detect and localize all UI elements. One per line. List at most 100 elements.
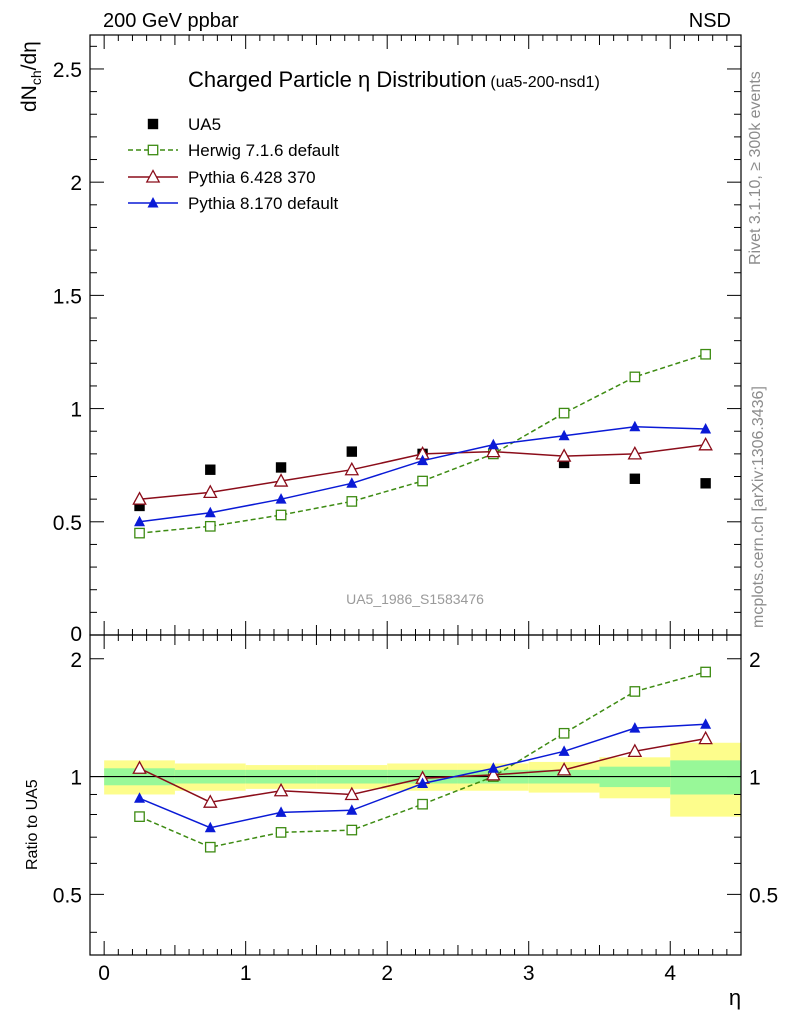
legend-label: Pythia 6.428 370 bbox=[188, 168, 316, 187]
mcplots-label: mcplots.cern.ch [arXiv:1306.3436] bbox=[750, 386, 767, 628]
ratio-ytick-label-right: 1 bbox=[749, 767, 761, 790]
main-point-pythia-6-428-370 bbox=[132, 491, 147, 505]
main-point-pythia-8-170-default bbox=[558, 429, 570, 441]
x-tick-label: 2 bbox=[381, 962, 393, 985]
ylabel-tail: /dη bbox=[18, 41, 41, 70]
legend-marker bbox=[147, 197, 159, 208]
main-ytick-label: 2.5 bbox=[53, 59, 82, 82]
legend-label: UA5 bbox=[188, 115, 221, 134]
main-ytick-label: 2 bbox=[70, 172, 82, 195]
main-point-pythia-6-428-370 bbox=[203, 484, 218, 499]
main-ytick-label-cut: 0 bbox=[70, 623, 82, 646]
main-point-pythia-8-170-default bbox=[204, 506, 216, 518]
ratio-ylabel: Ratio to UA5 bbox=[24, 779, 41, 870]
legend-marker bbox=[145, 169, 161, 183]
main-point-herwig-7-1-6-default bbox=[204, 520, 216, 532]
legend-label: Pythia 8.170 default bbox=[188, 194, 339, 213]
ratio-point-pythia-8-170-default bbox=[700, 718, 712, 729]
legend: UA5 Herwig 7.1.6 default Pythia 6.428 370 P… bbox=[128, 115, 339, 213]
main-point-pythia-6-428-370 bbox=[556, 448, 572, 462]
ylabel-main: dN bbox=[18, 85, 41, 112]
main-point-herwig-7-1-6-default bbox=[134, 527, 145, 539]
ratio-point-pythia-8-170-default bbox=[346, 804, 358, 815]
ratio-point-pythia-6-428-370 bbox=[627, 743, 643, 757]
ratio-point-pythia-8-170-default bbox=[487, 762, 499, 773]
main-ytick-label: 1 bbox=[70, 399, 82, 422]
ratio-point-pythia-6-428-370 bbox=[486, 767, 501, 781]
watermark: UA5_1986_S1583476 bbox=[346, 591, 484, 607]
main-point-herwig-7-1-6-default bbox=[346, 496, 358, 507]
rivet-label: Rivet 3.1.10, ≥ 300k events bbox=[747, 71, 764, 265]
ratio-point-herwig-7-1-6-default bbox=[629, 686, 641, 697]
main-point-herwig-7-1-6-default bbox=[700, 348, 711, 360]
main-point-ua5 bbox=[275, 462, 287, 473]
ratio-point-pythia-6-428-370 bbox=[273, 782, 289, 797]
ratio-point-herwig-7-1-6-default bbox=[700, 666, 711, 678]
ratio-point-pythia-8-170-default bbox=[204, 821, 216, 833]
header-right: NSD bbox=[689, 10, 731, 32]
legend-marker bbox=[147, 118, 159, 130]
x-axis-label: η bbox=[729, 985, 741, 1010]
main-point-pythia-8-170-default bbox=[487, 438, 499, 450]
main-point-ua5 bbox=[629, 473, 641, 484]
main-line-herwig-7-1-6-default bbox=[139, 353, 706, 534]
main-point-pythia-6-428-370 bbox=[486, 443, 501, 458]
ratio-point-herwig-7-1-6-default bbox=[417, 798, 428, 810]
ratio-point-pythia-6-428-370 bbox=[698, 730, 713, 745]
main-point-pythia-6-428-370 bbox=[698, 436, 713, 451]
ratio-point-pythia-6-428-370 bbox=[556, 762, 572, 776]
main-point-pythia-8-170-default bbox=[417, 454, 429, 466]
ratio-point-herwig-7-1-6-default bbox=[204, 841, 216, 853]
legend-marker bbox=[147, 144, 159, 156]
x-tick-label: 1 bbox=[240, 962, 252, 985]
main-point-pythia-8-170-default bbox=[700, 422, 712, 434]
main-series-herwig-7-1-6-default bbox=[134, 348, 711, 539]
ratio-point-herwig-7-1-6-default bbox=[346, 824, 358, 836]
chart-subtitle: (ua5-200-nsd1) bbox=[490, 74, 599, 91]
ratio-point-herwig-7-1-6-default bbox=[134, 811, 145, 822]
ratio-ytick-label-left: 1 bbox=[70, 767, 82, 790]
legend-item-pythia-6-428-370: Pythia 6.428 370 bbox=[128, 168, 316, 187]
main-point-ua5 bbox=[134, 500, 145, 512]
x-tick-label: 4 bbox=[664, 962, 676, 985]
main-point-herwig-7-1-6-default bbox=[558, 407, 570, 419]
ylabel-sub: ch bbox=[28, 70, 44, 85]
legend-item-herwig-7-1-6-default: Herwig 7.1.6 default bbox=[128, 141, 339, 160]
ratio-point-pythia-6-428-370 bbox=[344, 786, 360, 801]
main-point-pythia-6-428-370 bbox=[344, 461, 360, 476]
stat-uncertainty-band bbox=[670, 760, 741, 795]
ratio-point-pythia-8-170-default bbox=[275, 806, 287, 817]
x-tick-label: 0 bbox=[98, 962, 110, 985]
main-point-ua5 bbox=[558, 457, 570, 469]
ratio-point-pythia-8-170-default bbox=[417, 777, 429, 789]
ratio-ytick-label-right: 0.5 bbox=[749, 884, 778, 907]
main-point-ua5 bbox=[205, 464, 216, 475]
ratio-ytick-label-left: 2 bbox=[70, 649, 82, 672]
ratio-point-herwig-7-1-6-default bbox=[275, 827, 287, 838]
main-point-pythia-8-170-default bbox=[346, 477, 358, 488]
main-series-pythia-8-170-default bbox=[134, 420, 712, 527]
header-left: 200 GeV ppbar bbox=[103, 10, 239, 32]
chart-title: Charged Particle η Distribution (ua5-200-… bbox=[188, 67, 600, 92]
main-point-ua5 bbox=[700, 478, 711, 489]
main-point-pythia-6-428-370 bbox=[627, 445, 643, 460]
ratio-ytick-label-left: 0.5 bbox=[53, 884, 82, 907]
main-series-pythia-6-428-370 bbox=[132, 436, 713, 505]
main-point-pythia-6-428-370 bbox=[273, 473, 289, 487]
main-point-pythia-8-170-default bbox=[275, 493, 287, 504]
ratio-ytick-label-right: 2 bbox=[749, 649, 761, 672]
main-point-herwig-7-1-6-default bbox=[629, 371, 641, 383]
main-line-pythia-8-170-default bbox=[139, 425, 706, 523]
main-point-ua5 bbox=[346, 446, 358, 457]
legend-item-ua5: UA5 bbox=[147, 115, 221, 134]
ratio-point-pythia-8-170-default bbox=[558, 745, 570, 756]
main-point-herwig-7-1-6-default bbox=[417, 475, 428, 487]
main-point-pythia-8-170-default bbox=[629, 420, 641, 432]
ratio-point-herwig-7-1-6-default bbox=[558, 727, 570, 739]
ratio-point-pythia-6-428-370 bbox=[132, 760, 147, 774]
main-ytick-label: 1.5 bbox=[53, 285, 82, 308]
ratio-series-pythia-8-170-default bbox=[134, 718, 712, 833]
ratio-point-pythia-6-428-370 bbox=[203, 794, 218, 808]
ratio-point-pythia-8-170-default bbox=[134, 792, 146, 803]
